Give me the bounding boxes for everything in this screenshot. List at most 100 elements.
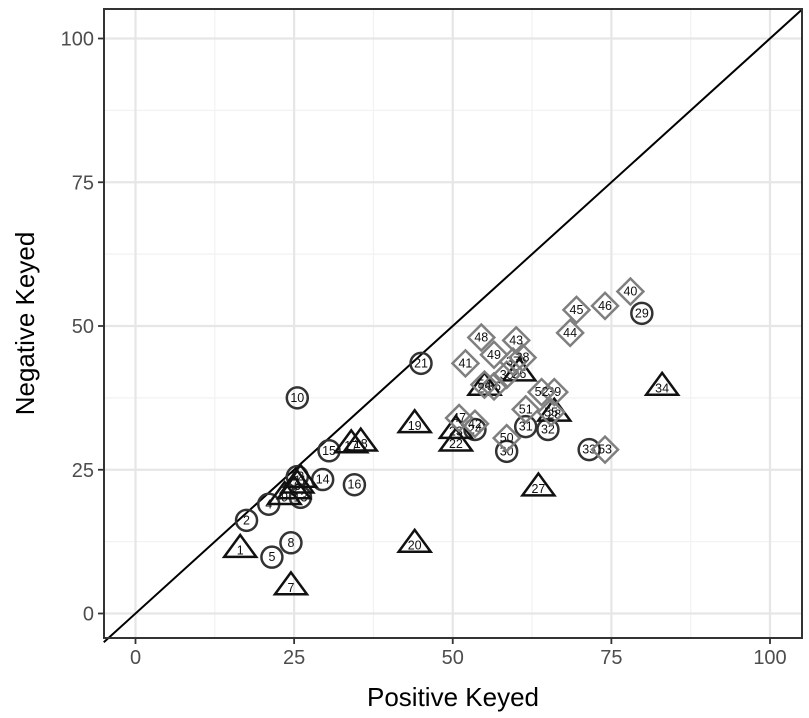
grid (104, 9, 802, 638)
point-label: 15 (322, 444, 336, 458)
point-label: 54 (478, 378, 492, 392)
circle-marker (234, 508, 259, 533)
point-label: 49 (487, 348, 501, 362)
point-label: 47 (452, 411, 466, 425)
point-circle-15: 15 (317, 439, 341, 463)
diamond-marker (466, 322, 497, 353)
diamond-marker (469, 369, 500, 400)
diamond-marker (590, 291, 620, 321)
point-label: 53 (598, 443, 612, 457)
point-label: 34 (655, 381, 669, 395)
diamond-marker (491, 423, 522, 453)
point-label: 45 (570, 303, 584, 317)
x-tick-label: 75 (600, 647, 622, 669)
point-label: 51 (519, 402, 533, 416)
point-triangle-22: 22 (437, 426, 475, 452)
point-diamond-51: 51 (510, 394, 541, 425)
point-label: 1 (237, 544, 244, 558)
triangle-marker (221, 532, 259, 559)
point-diamond-55: 55 (536, 397, 566, 428)
point-label: 48 (474, 331, 488, 345)
triangle-marker (466, 370, 503, 396)
point-label: 21 (414, 356, 428, 370)
point-label: 10 (290, 391, 304, 405)
point-circle-33: 33 (577, 437, 601, 462)
point-triangle-19: 19 (396, 408, 434, 434)
point-label: 33 (582, 443, 596, 457)
triangle-marker (396, 527, 434, 553)
circle-marker (409, 351, 433, 376)
triangle-marker (437, 426, 475, 452)
point-circle-21: 21 (409, 351, 433, 376)
x-tick-label: 25 (283, 647, 305, 669)
point-diamond-48: 48 (466, 322, 497, 353)
point-label: 41 (458, 356, 472, 370)
point-diamond-54: 54 (469, 369, 500, 400)
point-label: 29 (635, 306, 649, 320)
point-diamond-45: 45 (561, 295, 592, 325)
point-label: 20 (408, 538, 422, 552)
circle-marker (285, 386, 310, 410)
y-tick-label: 75 (72, 172, 94, 194)
y-tick-label: 0 (83, 604, 94, 626)
point-label: 11 (294, 473, 307, 487)
point-diamond-49: 49 (479, 339, 509, 370)
diamond-marker (460, 408, 490, 439)
x-axis-title: Positive Keyed (367, 682, 539, 712)
reference-line-y-equals-x (103, 9, 803, 643)
diamond-marker (555, 318, 585, 348)
diamond-marker (561, 295, 592, 325)
point-triangle-34: 34 (643, 370, 681, 396)
point-label: 8 (287, 536, 294, 550)
triangle-marker (332, 428, 370, 454)
diamond-marker (479, 339, 509, 370)
triangle-marker (272, 570, 310, 596)
point-diamond-44: 44 (555, 318, 585, 348)
y-tick-label: 100 (61, 29, 94, 51)
x-tick-label: 50 (442, 647, 464, 669)
point-label: 2 (243, 513, 250, 527)
point-label: 7 (287, 581, 294, 595)
point-label: 52 (535, 385, 549, 399)
point-diamond-53: 53 (590, 434, 620, 465)
point-triangle-7: 7 (272, 570, 310, 596)
point-diamond-50: 50 (491, 423, 522, 453)
diamond-marker (615, 276, 646, 307)
triangle-marker (282, 462, 319, 488)
circle-marker (342, 472, 367, 497)
diamond-marker (539, 377, 570, 407)
point-triangle-9: 9 (266, 480, 304, 506)
point-circle-29: 29 (630, 301, 654, 326)
y-tick-label: 25 (72, 460, 94, 482)
diamond-marker (450, 348, 481, 379)
diamond-marker (526, 377, 557, 407)
point-label: 31 (519, 420, 533, 434)
point-label: 46 (598, 299, 612, 313)
diamond-marker (510, 394, 541, 425)
triangle-marker (266, 480, 304, 506)
point-label: 5 (268, 550, 275, 564)
point-label: 16 (347, 478, 361, 492)
point-triangle-11: 11 (282, 462, 319, 488)
point-diamond-47: 47 (444, 403, 474, 433)
triangle-marker (643, 370, 681, 396)
point-diamond-41: 41 (450, 348, 481, 379)
point-circle-10: 10 (285, 386, 310, 410)
point-label: 9 (281, 491, 288, 505)
point-label: 27 (531, 482, 545, 496)
circle-marker (317, 439, 341, 463)
point-triangle-1: 1 (221, 532, 259, 559)
x-tick-label: 0 (130, 647, 141, 669)
y-tick-label: 50 (72, 316, 94, 338)
point-circle-2: 2 (234, 508, 259, 533)
diamond-marker (507, 342, 538, 373)
triangle-marker (500, 356, 538, 382)
circle-marker (577, 437, 601, 462)
triangle-marker (519, 471, 557, 497)
circle-marker (494, 439, 519, 464)
point-label: 14 (316, 473, 330, 487)
point-diamond-40: 40 (615, 276, 646, 307)
point-label: 50 (500, 431, 514, 445)
